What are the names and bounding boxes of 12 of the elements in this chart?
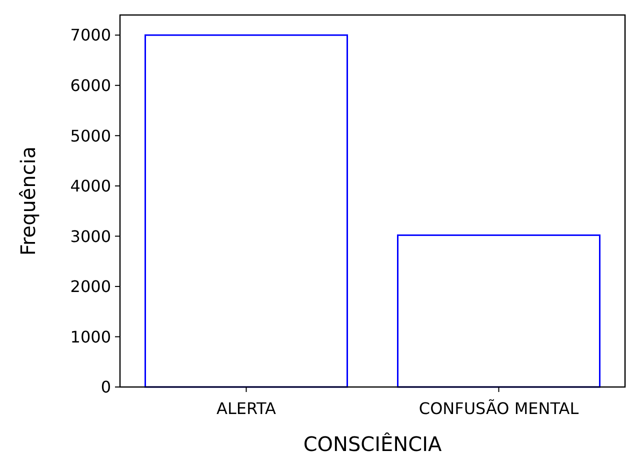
y-tick-label: 6000 [70,76,111,95]
x-tick-label: CONFUSÃO MENTAL [418,399,579,418]
y-tick-label: 7000 [70,26,111,45]
x-tick-label: ALERTA [216,399,276,418]
y-tick-label: 2000 [70,277,111,296]
y-tick-label: 1000 [70,327,111,346]
y-axis-title: Frequência [16,146,40,256]
x-axis-title: CONSCIÊNCIA [303,432,442,456]
y-tick-label: 3000 [70,226,111,246]
y-tick-label: 5000 [70,126,111,146]
y-tick-label: 0 [100,378,111,397]
y-tick-label: 4000 [70,176,111,196]
